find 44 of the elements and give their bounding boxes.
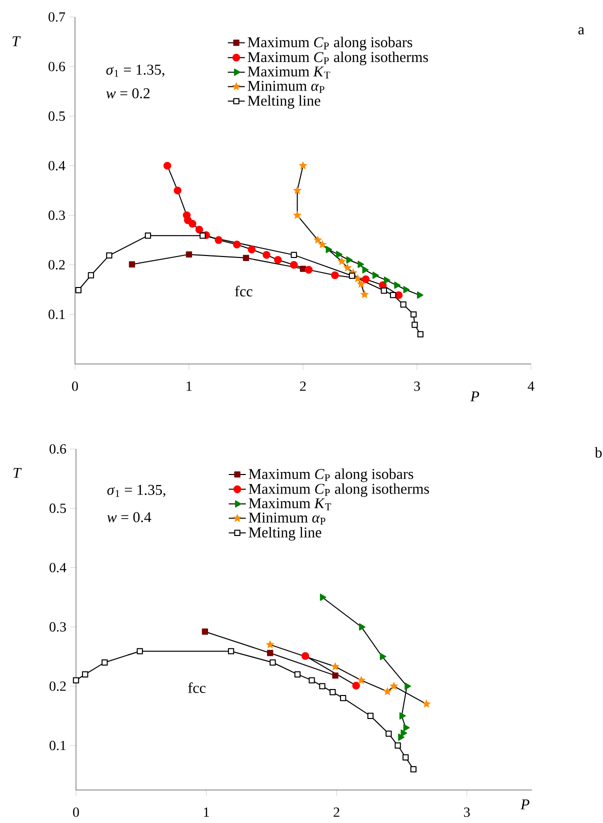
y-tick-label: 0.7 [48, 12, 66, 22]
legend-label: Maximum C$_{P}$ along isobars [248, 468, 414, 482]
text: b [594, 447, 602, 458]
y-tick-label: 0.1 [48, 310, 65, 320]
x-tick-label: 3 [414, 382, 420, 391]
annotation: fcc [235, 286, 252, 296]
y-tick-label: 0.1 [50, 740, 66, 750]
annotation: w = 0.4 [107, 512, 152, 522]
x-tick-label: 3 [464, 808, 470, 817]
annotation: w = 0.2 [106, 88, 150, 98]
y-tick-label: 0.5 [48, 111, 65, 121]
y-tick-label: 0.2 [50, 681, 66, 691]
legend-label: Maximum K$_{T}$ [248, 66, 330, 79]
x-tick-label: 1 [204, 808, 209, 817]
y-axis-title: T [12, 36, 21, 46]
legend-label: Maximum K$_{T}$ [248, 498, 332, 510]
annotation: fcc [188, 682, 206, 694]
y-tick-label: 0.4 [50, 562, 66, 572]
x-tick-label: 1 [186, 382, 192, 391]
annotation: σ$_{1}$ = 1.35, [106, 64, 164, 77]
annotation: σ$_{1}$ = 1.35, [107, 484, 166, 498]
text: a [578, 27, 584, 34]
x-tick-label: 0 [72, 382, 78, 391]
y-tick-label: 0.3 [48, 210, 65, 220]
y-tick-label: 0.2 [48, 260, 65, 270]
x-axis-title: P [520, 800, 530, 810]
y-tick-label: 0.6 [48, 62, 66, 72]
legend-label: Maximum C$_{P}$ along isobars [248, 36, 412, 50]
legend-label: Melting line [248, 526, 322, 541]
legend-label: Melting line [248, 95, 320, 109]
x-tick-label: 2 [334, 808, 340, 817]
y-axis-title: T [14, 468, 22, 478]
x-tick-label: 0 [73, 808, 79, 817]
y-tick-label: 0.5 [50, 504, 66, 514]
x-tick-label: 2 [300, 382, 306, 391]
legend-label: Minimum α$_{P}$ [248, 512, 326, 525]
y-tick-label: 0.4 [48, 160, 66, 170]
y-tick-label: 0.6 [50, 444, 66, 454]
legend-label: Maximum C$_{P}$ along isotherms [248, 52, 428, 66]
legend-label: Minimum α$_{P}$ [248, 80, 324, 93]
legend-label: Maximum C$_{P}$ along isotherms [248, 483, 429, 497]
x-axis-title: P [470, 392, 480, 402]
y-tick-label: 0.3 [50, 622, 66, 632]
x-tick-label: 4 [528, 382, 534, 391]
